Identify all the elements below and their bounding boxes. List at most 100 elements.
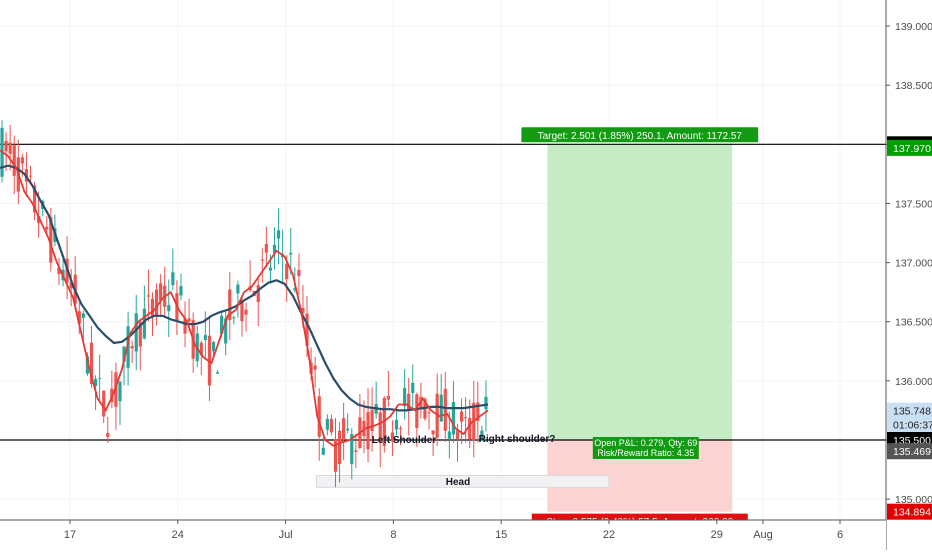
time-tick-label[interactable]: Jul <box>279 529 293 541</box>
candle-body <box>224 318 228 344</box>
price-marker-label[interactable]: 135.469 <box>893 446 931 458</box>
candle-body <box>37 216 41 224</box>
candle-body <box>244 309 248 315</box>
candle-body <box>329 419 334 433</box>
price-marker-label[interactable]: 134.894 <box>893 507 931 519</box>
candle-body <box>455 430 460 439</box>
candle-body <box>480 430 484 441</box>
time-tick-label[interactable]: 15 <box>495 529 507 541</box>
price-marker-label[interactable]: 137.970 <box>893 143 931 155</box>
price-tick-label[interactable]: 136.000 <box>895 376 932 388</box>
candle-body <box>415 394 419 428</box>
candle-body <box>333 439 338 472</box>
candle-body <box>134 313 138 352</box>
neckline-box[interactable] <box>315 474 610 488</box>
candle-body <box>187 318 191 322</box>
price-axis[interactable]: 139.000138.500138.000137.500137.000136.5… <box>885 0 932 550</box>
candle-body <box>411 382 415 394</box>
price-marker-bg <box>887 503 932 520</box>
price-marker-bg <box>887 416 932 433</box>
candle-body <box>232 317 236 319</box>
pnl-box-bg <box>592 437 699 459</box>
price-marker-bg <box>887 139 932 156</box>
candle-body <box>220 315 224 334</box>
candle-body <box>362 420 366 437</box>
candle-body <box>32 185 37 213</box>
candle-body <box>370 409 374 431</box>
candle-body <box>301 307 305 313</box>
candle-body <box>183 318 187 334</box>
candle-body <box>260 259 264 261</box>
candle-body <box>394 419 399 430</box>
candle-body <box>407 393 411 411</box>
candle-body <box>313 365 317 370</box>
candle-body <box>12 145 16 176</box>
risk-reward-label[interactable]: Risk/Reward Ratio: 4.35 <box>597 448 694 458</box>
price-tick-label[interactable]: 135.000 <box>895 494 932 506</box>
candle-body <box>4 140 8 152</box>
time-tick-label[interactable]: 22 <box>603 529 615 541</box>
candle-body <box>167 305 171 312</box>
candle-body <box>171 272 175 286</box>
candle-body <box>179 286 183 296</box>
candle-body <box>350 433 354 465</box>
candle-body <box>264 243 268 253</box>
candle-body <box>122 346 126 362</box>
candle-body <box>317 396 321 437</box>
candle-body <box>85 356 90 374</box>
candle-body <box>342 418 346 440</box>
candle-body <box>285 264 289 280</box>
annotations[interactable]: Left Shoulder Right shoulder? Head <box>372 434 556 488</box>
candle-body <box>346 428 350 431</box>
time-tick-label[interactable]: 6 <box>837 529 843 541</box>
candle-body <box>386 395 390 400</box>
candle-body <box>337 430 342 464</box>
price-tick-label[interactable]: 137.500 <box>895 198 932 210</box>
candle-body <box>390 432 395 442</box>
annotation-head[interactable]: Head <box>446 477 470 488</box>
candle-body <box>464 417 468 419</box>
candle-body <box>130 345 134 349</box>
profit-zone[interactable] <box>547 144 733 440</box>
target-label-bg <box>521 127 759 143</box>
time-tick-label[interactable]: 29 <box>711 529 723 541</box>
price-marker-label[interactable]: 135.748 <box>893 406 931 418</box>
candle-body <box>154 289 159 316</box>
candle-body <box>211 341 216 352</box>
price-marker-label[interactable]: 01:06:37 <box>893 420 932 432</box>
candle-body <box>89 342 94 384</box>
candles <box>0 120 488 488</box>
time-axis[interactable]: 17 24 Jul 8 15 22 29 Aug 6 <box>0 519 886 550</box>
target-label[interactable]: Target: 2.501 (1.85%) 250.1, Amount: 117… <box>538 131 743 142</box>
position-zone[interactable] <box>315 144 733 512</box>
candle-body <box>297 270 301 277</box>
time-tick-label[interactable]: 8 <box>390 529 396 541</box>
candle-body <box>77 311 81 324</box>
price-tick-label[interactable]: 137.000 <box>895 258 932 270</box>
candle-body <box>431 430 435 435</box>
candle-body <box>240 300 244 322</box>
candle-body <box>382 398 386 446</box>
candle-body <box>159 283 163 301</box>
candle-body <box>268 267 273 271</box>
time-tick-label[interactable]: 17 <box>64 529 76 541</box>
candle-body <box>106 432 110 437</box>
candle-body <box>138 321 142 347</box>
price-tick-label[interactable]: 139.000 <box>895 21 932 33</box>
candle-body <box>98 377 102 379</box>
candle-body <box>20 157 24 164</box>
time-tick-label[interactable]: 24 <box>172 529 184 541</box>
price-tick-label[interactable]: 138.500 <box>895 80 932 92</box>
candle-body <box>403 388 407 407</box>
price-tick-label[interactable]: 136.500 <box>895 317 932 329</box>
annotation-left-shoulder[interactable]: Left Shoulder <box>372 435 437 446</box>
candle-body <box>484 396 488 410</box>
time-tick-label[interactable]: Aug <box>753 529 773 541</box>
pnl-label[interactable]: Open P&L: 0.279, Qty: 69 <box>594 438 697 448</box>
candle-body <box>289 252 293 255</box>
horizontal-levels[interactable] <box>0 143 886 441</box>
annotation-right-shoulder[interactable]: Right shoulder? <box>479 434 556 445</box>
candle-body <box>354 450 358 452</box>
